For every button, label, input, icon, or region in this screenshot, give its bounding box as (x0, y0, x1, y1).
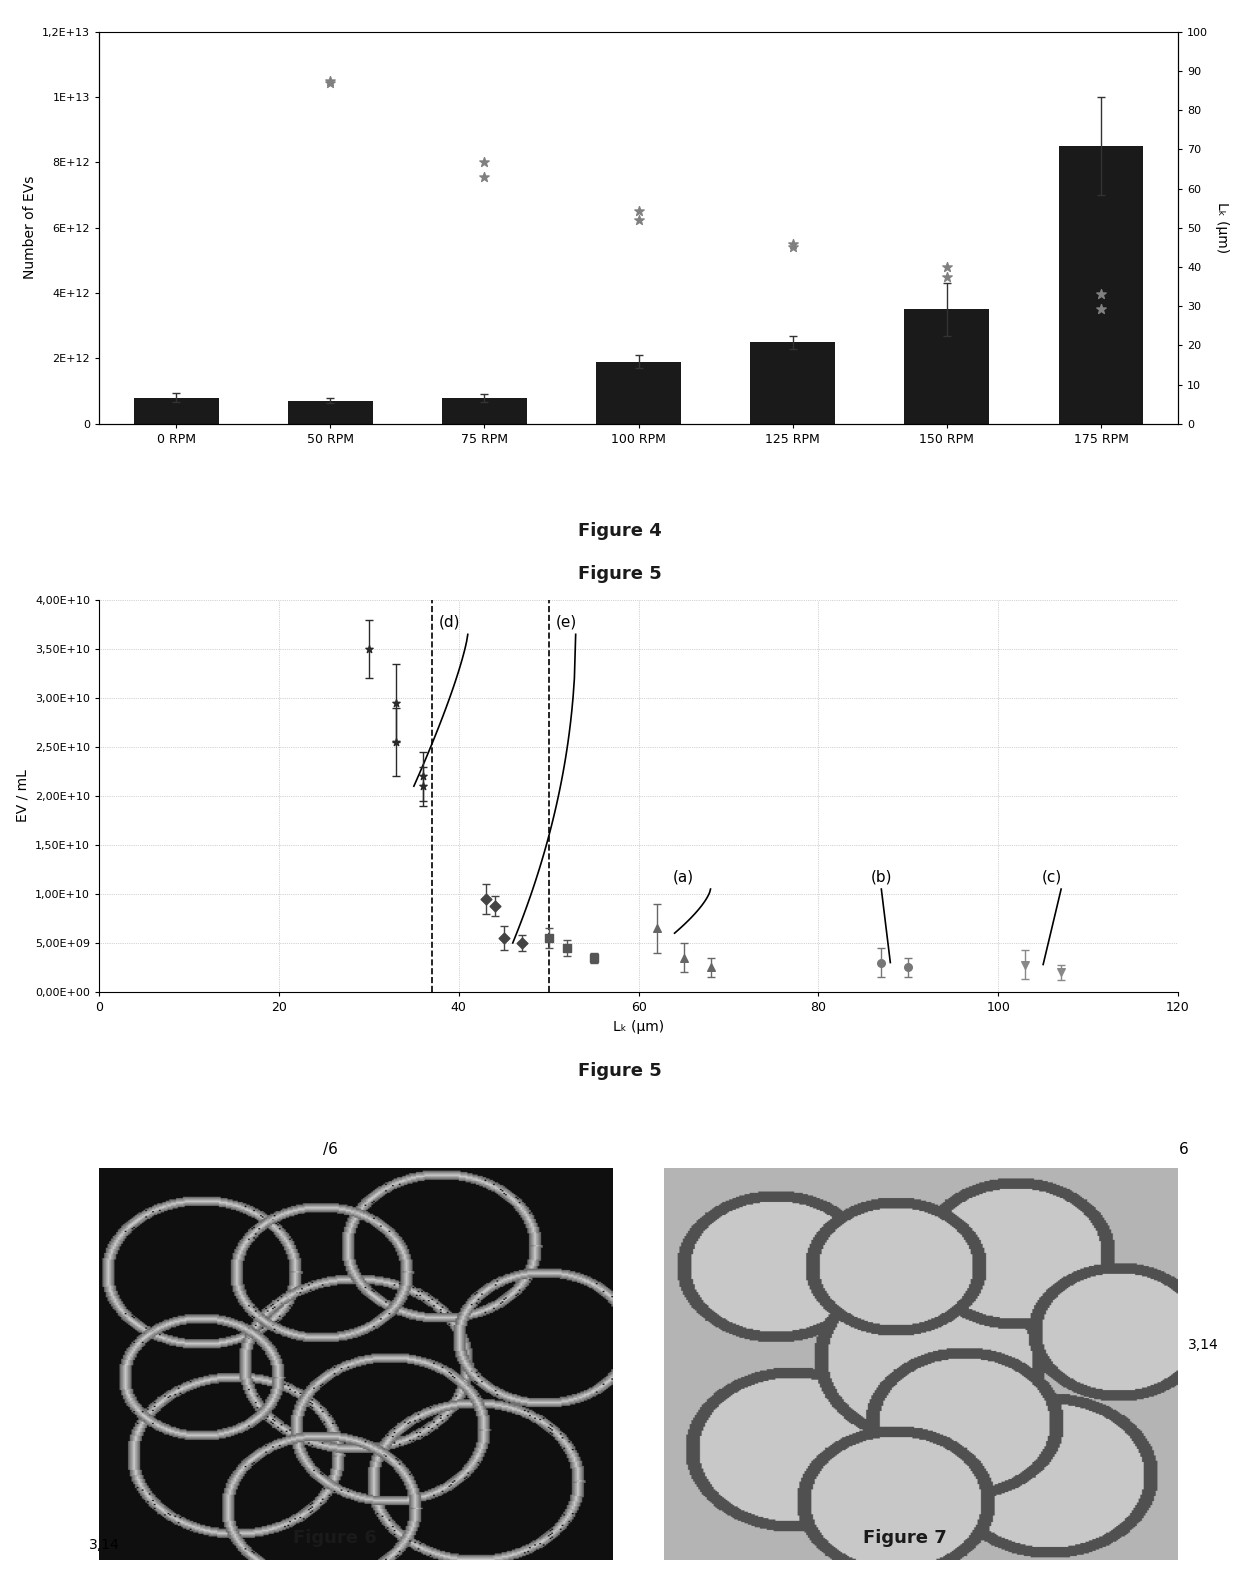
Text: (a): (a) (673, 869, 694, 884)
Point (898, 955, 918, 981)
Point (673, 946, 693, 971)
Point (476, 887, 496, 912)
Y-axis label: Lₖ (μm): Lₖ (μm) (1215, 202, 1229, 253)
Point (386, 691, 405, 716)
Point (1091, 296, 1111, 322)
Point (1016, 952, 1035, 977)
Point (475, 164, 495, 189)
Point (557, 935, 577, 960)
Point (413, 764, 433, 790)
Point (320, 68, 340, 94)
Y-axis label: EV / mL: EV / mL (16, 769, 30, 823)
Point (647, 915, 667, 941)
Text: (c): (c) (1042, 869, 1063, 884)
Point (937, 264, 957, 290)
Text: 3,14: 3,14 (89, 1538, 120, 1552)
Text: Figure 4: Figure 4 (578, 522, 662, 540)
Text: Figure 5: Figure 5 (578, 565, 662, 583)
Bar (750, 342, 835, 423)
Point (629, 207, 649, 232)
Text: /6: /6 (322, 1141, 337, 1156)
Bar (1059, 146, 1143, 423)
Text: Figure 7: Figure 7 (863, 1530, 947, 1547)
Point (1091, 282, 1111, 307)
Point (584, 946, 604, 971)
Y-axis label: Number of EVs: Number of EVs (22, 177, 37, 280)
Bar (288, 401, 373, 423)
Text: Figure 6: Figure 6 (293, 1530, 377, 1547)
Text: (d): (d) (439, 615, 460, 629)
Bar (904, 309, 990, 423)
Point (782, 231, 802, 256)
Text: 6: 6 (1178, 1141, 1188, 1156)
Point (494, 925, 513, 950)
Point (701, 955, 720, 981)
Point (629, 199, 649, 224)
Point (539, 925, 559, 950)
Text: (e): (e) (556, 615, 578, 629)
Bar (134, 398, 218, 423)
Point (1052, 960, 1071, 985)
Point (485, 893, 505, 919)
Bar (596, 361, 681, 423)
Point (386, 729, 405, 755)
Point (512, 930, 532, 955)
Point (320, 70, 340, 96)
X-axis label: Lₖ (μm): Lₖ (μm) (613, 1019, 665, 1033)
Text: (b): (b) (870, 869, 892, 884)
Text: 3,14: 3,14 (1188, 1337, 1219, 1352)
Point (782, 234, 802, 259)
Point (475, 150, 495, 175)
Point (937, 255, 957, 280)
Text: Figure 5: Figure 5 (578, 1062, 662, 1079)
Point (413, 774, 433, 799)
Bar (443, 398, 527, 423)
Point (872, 950, 892, 976)
Point (360, 637, 379, 662)
